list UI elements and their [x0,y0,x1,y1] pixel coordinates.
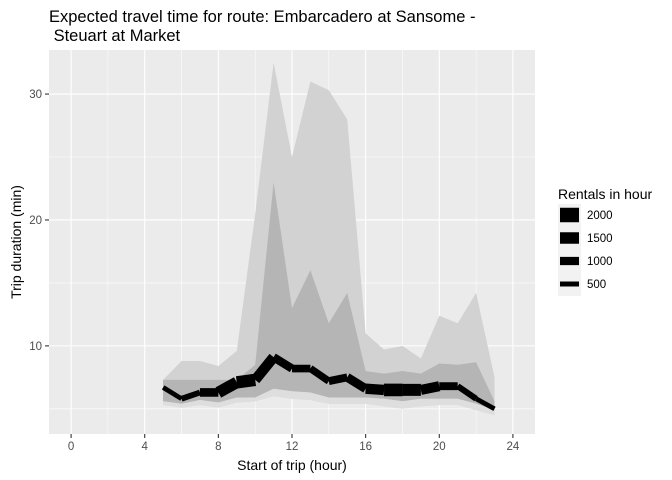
legend-label: 1500 [587,233,613,245]
legend-label: 2000 [587,210,613,222]
y-tick-label: 30 [29,89,42,101]
x-tick-label: 20 [433,441,446,453]
median-segment [308,365,331,385]
chart-title-line-2: Steuart at Market [49,27,181,45]
median-segment [215,377,240,398]
median-segment [271,353,295,373]
median-segment [328,373,349,385]
median-line [161,353,496,411]
median-segment [344,373,368,393]
grid-lines [49,50,535,434]
median-segment [419,381,441,395]
legend-label: 1000 [587,256,613,268]
y-axis-title: Trip duration (min) [8,185,24,299]
axis-ticks: 0 4 8 12 16 20 24 10 20 30 [29,89,520,453]
median-segment [235,373,257,389]
median-segment [161,385,183,401]
x-tick-label: 12 [286,441,299,453]
chart-title-line-1: Expected travel time for route: Embarcad… [49,8,475,26]
y-tick-label: 20 [29,215,42,227]
outer-band [163,62,495,416]
legend: Rentals in hour 2000 1500 1000 500 [558,186,653,296]
median-segment [474,396,496,411]
x-axis-title: Start of trip (hour) [237,457,347,473]
low-band [163,388,495,416]
median-segment [365,383,385,396]
legend-label: 500 [587,279,606,291]
x-tick-label: 8 [215,441,221,453]
x-tick-label: 0 [68,441,74,453]
x-tick-label: 16 [359,441,372,453]
x-tick-label: 24 [507,441,520,453]
median-segment [251,353,278,384]
legend-title: Rentals in hour [558,186,653,202]
median-segment [180,389,201,402]
y-tick-label: 10 [29,341,42,353]
median-segment [455,383,478,402]
x-tick-label: 4 [142,441,149,453]
